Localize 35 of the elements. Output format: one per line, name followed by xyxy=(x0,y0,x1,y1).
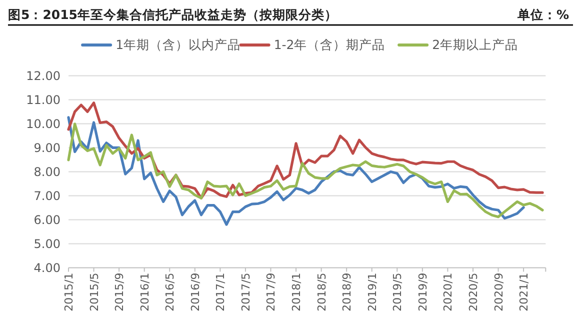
x-tick-label: 2016/5 xyxy=(164,272,177,312)
y-tick-label: 9.00 xyxy=(34,141,60,156)
text: 单位：% xyxy=(516,7,570,22)
x-tick-label: 2020/9 xyxy=(492,272,506,312)
x-tick-label: 2018/1 xyxy=(290,272,304,312)
x-tick-label: 2017/1 xyxy=(214,272,228,312)
x-tick-label: 2019/5 xyxy=(391,272,404,312)
x-tick-label: 2015/1 xyxy=(62,272,76,312)
y-tick-label: 8.00 xyxy=(34,165,60,180)
y-tick-label: 10.00 xyxy=(26,117,60,132)
x-tick-label: 2018/9 xyxy=(340,272,354,312)
x-tick-label: 2021/1 xyxy=(518,272,531,312)
x-tick-label: 2016/1 xyxy=(138,272,152,312)
x-tick-label: 2020/1 xyxy=(442,272,455,312)
y-tick-label: 11.00 xyxy=(26,93,60,108)
y-tick-label: 12.00 xyxy=(26,69,60,84)
line-series xyxy=(67,116,525,226)
x-tick-label: 2019/1 xyxy=(366,272,379,312)
y-tick-label: 4.00 xyxy=(34,261,60,276)
x-tick-label: 2015/9 xyxy=(113,272,126,312)
x-tick-label: 2019/9 xyxy=(416,272,430,312)
x-tick-label: 2017/5 xyxy=(239,272,252,312)
x-tick-label: 2020/5 xyxy=(466,272,480,312)
legend-label: 1-2年（含）期产品 xyxy=(274,37,386,52)
y-tick-label: 7.00 xyxy=(34,189,60,204)
legend-label: 2年期以上产品 xyxy=(432,37,518,52)
line-series xyxy=(67,122,544,218)
x-tick-label: 2016/9 xyxy=(188,272,202,312)
x-tick-label: 2018/5 xyxy=(315,272,328,312)
y-tick-label: 5.00 xyxy=(34,237,60,252)
x-tick-label: 2015/5 xyxy=(88,272,101,312)
y-tick-label: 6.00 xyxy=(34,213,60,228)
chart-title: 图5：2015年至今集合信托产品收益走势（按期限分类） xyxy=(8,7,338,22)
legend-label: 1年期（含）以内产品 xyxy=(116,37,241,52)
x-tick-label: 2017/9 xyxy=(264,272,278,312)
